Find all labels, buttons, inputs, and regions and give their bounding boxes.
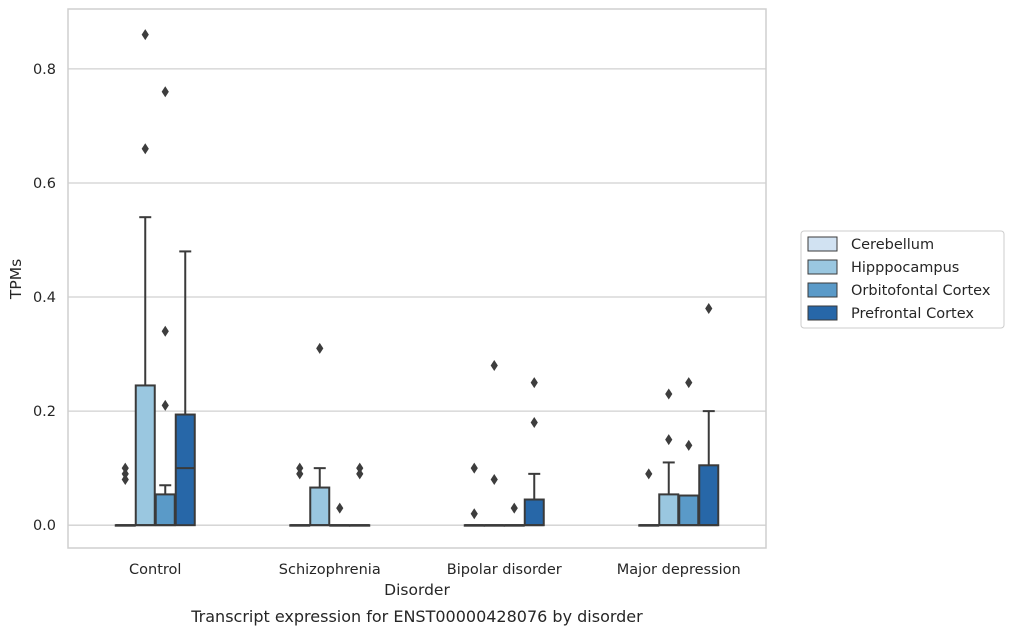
box-hipppocampus-schizophrenia (309, 342, 331, 527)
box-rect (309, 486, 331, 527)
outlier-point (490, 359, 498, 371)
outlier-point (470, 462, 478, 474)
box-rect (523, 498, 545, 527)
box-rect (174, 413, 196, 527)
box-hipppocampus-control (134, 29, 156, 527)
box-prefrontal-cortex-major-depression (698, 302, 720, 527)
x-tick-label: Bipolar disorder (447, 562, 562, 578)
x-tick-label: Major depression (617, 562, 741, 578)
outlier-point (296, 462, 304, 474)
box-prefrontal-cortex-bipolar-disorder (523, 377, 545, 527)
outlier-point (161, 86, 169, 98)
outlier-point (530, 377, 538, 389)
outlier-point (141, 29, 149, 41)
outlier-point (356, 468, 364, 480)
box-cerebellum-control (114, 462, 136, 527)
outlier-point (490, 474, 498, 486)
y-axis-title: TPMs (7, 259, 25, 300)
y-tick-label: 0.2 (33, 404, 56, 420)
legend-swatch (807, 236, 838, 252)
outlier-point (665, 388, 673, 400)
outlier-point (705, 302, 713, 314)
y-tick-label: 0.6 (33, 176, 56, 192)
outlier-point (510, 502, 518, 514)
outlier-point (685, 439, 693, 451)
y-tick-label: 0.8 (33, 62, 56, 78)
outlier-point (530, 417, 538, 429)
outlier-point (121, 474, 129, 486)
x-axis-title: Disorder (384, 581, 450, 599)
outlier-point (161, 325, 169, 337)
x-tick-labels: Control Schizophrenia Bipolar disorder Majo… (129, 562, 741, 578)
outlier-point (161, 399, 169, 411)
outlier-point (685, 377, 693, 389)
y-tick-label: 0.0 (33, 518, 56, 534)
box-rect (678, 494, 700, 527)
box-cerebellum-bipolar-disorder (463, 462, 485, 527)
box-cerebellum-major-depression (638, 468, 660, 527)
outlier-point (356, 462, 364, 474)
x-tick-label: Schizophrenia (279, 562, 381, 578)
chart-caption: Transcript expression for ENST0000042807… (190, 607, 643, 626)
outlier-point (121, 462, 129, 474)
outlier-point (470, 508, 478, 520)
legend-swatch (807, 259, 838, 275)
outlier-point (336, 502, 344, 514)
box-orbitofontal-cortex-major-depression (678, 377, 700, 527)
outlier-point (121, 468, 129, 480)
grid-lines (68, 68, 766, 526)
box-hipppocampus-bipolar-disorder (483, 359, 505, 527)
box-plot-marks (114, 29, 720, 527)
outlier-point (316, 342, 324, 354)
legend[interactable]: Cerebellum Hipppocampus Orbitofontal Corte… (800, 230, 1005, 329)
y-tick-labels: 0.0 0.2 0.4 0.6 0.8 (33, 62, 56, 534)
box-orbitofontal-cortex-control (154, 86, 176, 527)
box-rect (658, 493, 680, 527)
plot-frame (67, 8, 767, 549)
outlier-point (296, 468, 304, 480)
box-cerebellum-schizophrenia (289, 462, 311, 527)
x-tick-label: Control (129, 562, 181, 578)
legend-label: Prefrontal Cortex (851, 306, 974, 322)
box-rect (154, 493, 176, 527)
legend-label: Cerebellum (851, 237, 934, 253)
box-orbitofontal-cortex-bipolar-disorder (503, 502, 525, 527)
legend-label: Orbitofontal Cortex (851, 283, 991, 299)
legend-swatch (807, 282, 838, 298)
legend-frame (800, 230, 1005, 329)
outlier-point (665, 434, 673, 446)
box-rect (134, 384, 156, 527)
box-rect (698, 464, 720, 527)
legend-label: Hipppocampus (851, 260, 959, 276)
box-hipppocampus-major-depression (658, 388, 680, 527)
box-orbitofontal-cortex-schizophrenia (329, 502, 351, 527)
box-prefrontal-cortex-control (174, 250, 196, 527)
outlier-point (141, 143, 149, 155)
legend-swatch (807, 305, 838, 321)
box-prefrontal-cortex-schizophrenia (349, 462, 371, 527)
y-tick-label: 0.4 (33, 290, 56, 306)
outlier-point (645, 468, 653, 480)
